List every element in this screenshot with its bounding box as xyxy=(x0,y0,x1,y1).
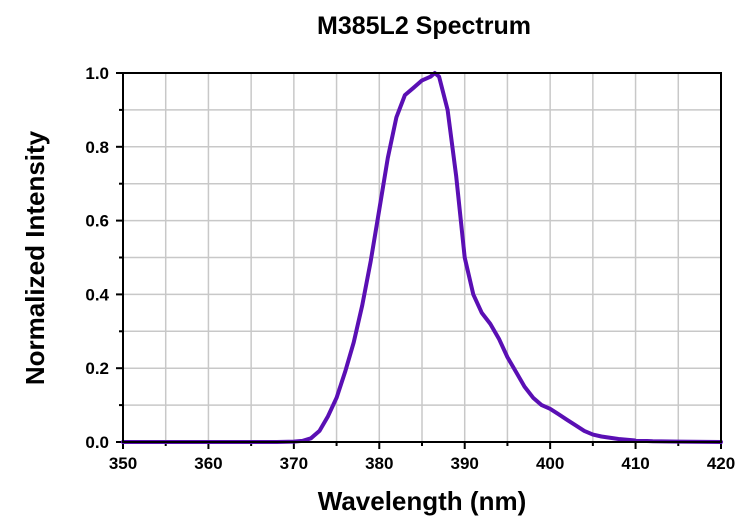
x-tick-label: 370 xyxy=(280,454,308,473)
tick-labels: 350 360 370 380 390 400 410 420 0.0 0.2 0.4 0.6 0.8 1… xyxy=(85,64,735,473)
x-tick-label: 390 xyxy=(451,454,479,473)
x-tick-label: 420 xyxy=(707,454,735,473)
x-tick-label: 400 xyxy=(536,454,564,473)
y-tick-label: 0.8 xyxy=(85,138,109,157)
x-tick-label: 380 xyxy=(365,454,393,473)
grid xyxy=(123,73,721,442)
axis-ticks xyxy=(116,72,722,449)
x-tick-label: 360 xyxy=(194,454,222,473)
x-axis-title: Wavelength (nm) xyxy=(318,486,526,516)
x-tick-label: 410 xyxy=(621,454,649,473)
plot-frame xyxy=(122,72,722,443)
y-tick-label: 0.4 xyxy=(85,285,109,304)
y-axis-title: Normalized Intensity xyxy=(20,130,50,385)
y-tick-label: 0.6 xyxy=(85,212,109,231)
chart-title: M385L2 Spectrum xyxy=(317,12,531,40)
series-line xyxy=(121,71,723,444)
y-tick-label: 0.2 xyxy=(85,359,109,378)
series-group xyxy=(121,71,723,444)
y-tick-label: 1.0 xyxy=(85,64,109,83)
x-tick-label: 350 xyxy=(109,454,137,473)
y-tick-label: 0.0 xyxy=(85,433,109,452)
